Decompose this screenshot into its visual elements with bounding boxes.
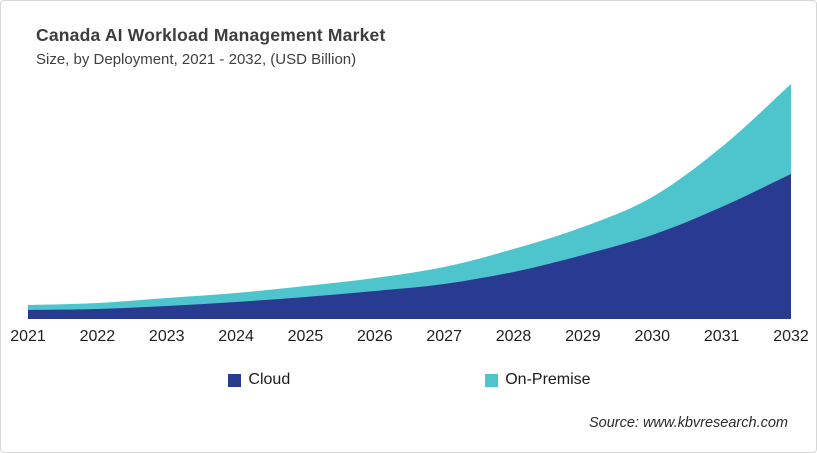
source-credit: Source: www.kbvresearch.com	[588, 415, 788, 431]
legend-item-cloud: Cloud	[228, 371, 290, 389]
legend-label-onpremise: On-Premise	[505, 371, 591, 388]
chart-title: Canada AI Workload Management Market	[36, 25, 386, 45]
x-axis-label: 2029	[565, 328, 601, 345]
chart-header: Canada AI Workload Management Market Siz…	[36, 25, 386, 68]
x-axis-label: 2026	[357, 328, 393, 345]
x-axis-label: 2024	[218, 328, 254, 345]
x-axis-label: 2031	[703, 328, 740, 345]
legend-item-onpremise: On-Premise	[485, 371, 591, 389]
x-axis-label: 2027	[426, 328, 462, 345]
x-axis-label: 2030	[634, 328, 671, 345]
legend: Cloud On-Premise	[1, 371, 816, 389]
x-axis-label: 2021	[10, 328, 46, 345]
x-axis-label: 2023	[148, 328, 185, 345]
x-axis-label: 2025	[287, 328, 324, 345]
on-premise-swatch-icon	[485, 373, 499, 387]
x-axis: 2021 2022 2023 2024 2025 2026 2027 2028 2029 2030…	[1, 328, 816, 348]
chart-subtitle: Size, by Deployment, 2021 - 2032, (USD B…	[36, 50, 357, 68]
x-axis-label: 2022	[79, 328, 116, 345]
x-axis-label: 2028	[495, 328, 532, 345]
legend-label-cloud: Cloud	[248, 371, 291, 388]
cloud-area-series	[28, 174, 791, 319]
cloud-swatch-icon	[228, 373, 242, 387]
x-axis-label: 2032	[773, 328, 809, 345]
